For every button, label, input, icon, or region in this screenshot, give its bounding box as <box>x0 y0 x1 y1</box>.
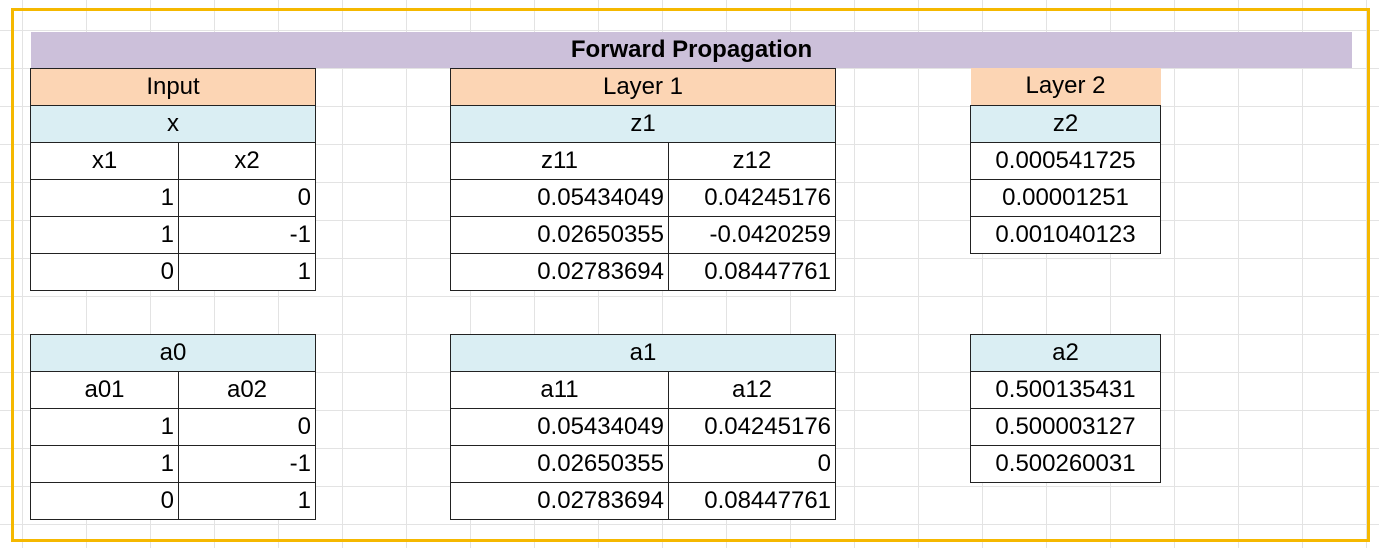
page-title-text: Forward Propagation <box>570 36 813 63</box>
a1-cell[interactable]: 0.02650355 <box>450 445 669 483</box>
input-header[interactable]: Input <box>29 68 317 106</box>
z2-cell[interactable]: 0.000541725 <box>970 141 1161 180</box>
z11-col-header[interactable]: z11 <box>450 142 669 180</box>
a1-label[interactable]: a1 <box>449 334 837 372</box>
x-cell[interactable]: -1 <box>177 216 317 254</box>
z1-cell[interactable]: 0.02783694 <box>450 253 669 291</box>
table-row: 0 1 <box>30 253 317 291</box>
input-x-table: Input x x1 x2 1 0 1 -1 0 1 <box>29 68 317 291</box>
table-row: 1 0 <box>30 408 317 446</box>
a2-cell[interactable]: 0.500260031 <box>970 445 1161 483</box>
table-row: 0.02650355 0 <box>450 445 837 483</box>
x-cell[interactable]: 0 <box>30 253 179 291</box>
a0-label[interactable]: a0 <box>29 334 317 372</box>
z2-label[interactable]: z2 <box>970 104 1161 143</box>
a0-cell[interactable]: 1 <box>30 408 179 446</box>
layer1-z1-table: Layer 1 z1 z11 z12 0.05434049 0.04245176… <box>450 68 836 291</box>
x2-col-header[interactable]: x2 <box>177 142 317 180</box>
table-row: 1 0 <box>30 179 317 217</box>
a01-col-header[interactable]: a01 <box>30 371 179 409</box>
x-cell[interactable]: 1 <box>30 216 179 254</box>
a1-cell[interactable]: 0.02783694 <box>450 482 669 520</box>
table-row: 0.02783694 0.08447761 <box>450 253 836 291</box>
a0-cell[interactable]: 1 <box>30 445 179 483</box>
a0-cell[interactable]: -1 <box>177 445 317 483</box>
table-row: 0.001040123 <box>970 215 1161 254</box>
table-row: 1 -1 <box>30 216 317 254</box>
x-cell[interactable]: 1 <box>177 253 317 291</box>
a2-cell[interactable]: 0.500003127 <box>970 408 1161 446</box>
layer2-a2-table: a2 0.500135431 0.500003127 0.500260031 <box>970 334 1161 483</box>
table-row: 0 1 <box>30 482 317 520</box>
input-a0-table: a0 a01 a02 1 0 1 -1 0 1 <box>29 334 317 520</box>
x-cell[interactable]: 0 <box>177 179 317 217</box>
z1-label[interactable]: z1 <box>450 105 836 143</box>
a1-cell[interactable]: 0.05434049 <box>450 408 669 446</box>
table-row: 1 -1 <box>30 445 317 483</box>
a0-cell[interactable]: 1 <box>177 482 317 520</box>
z12-col-header[interactable]: z12 <box>668 142 836 180</box>
x1-col-header[interactable]: x1 <box>30 142 179 180</box>
z1-cell[interactable]: -0.0420259 <box>668 216 836 254</box>
table-row: 0.05434049 0.04245176 <box>450 408 837 446</box>
table-row: 0.500135431 <box>970 371 1161 409</box>
a11-col-header[interactable]: a11 <box>450 371 669 409</box>
z1-cell[interactable]: 0.05434049 <box>450 179 669 217</box>
a0-cell[interactable]: 0 <box>177 408 317 446</box>
a1-cell[interactable]: 0 <box>667 445 837 483</box>
z2-cell[interactable]: 0.00001251 <box>970 178 1161 217</box>
table-row: 0.500260031 <box>970 445 1161 483</box>
table-row: 0.000541725 <box>970 141 1161 180</box>
a1-cell[interactable]: 0.04245176 <box>667 408 837 446</box>
z1-cell[interactable]: 0.02650355 <box>450 216 669 254</box>
a0-cell[interactable]: 0 <box>30 482 179 520</box>
table-row: 0.02783694 0.08447761 <box>450 482 837 520</box>
table-row: 0.05434049 0.04245176 <box>450 179 836 217</box>
layer2-header[interactable]: Layer 2 <box>970 68 1161 106</box>
a2-label[interactable]: a2 <box>970 334 1161 372</box>
a02-col-header[interactable]: a02 <box>177 371 317 409</box>
table-row: 0.00001251 <box>970 178 1161 217</box>
a12-col-header[interactable]: a12 <box>667 371 837 409</box>
z2-cell[interactable]: 0.001040123 <box>970 215 1161 254</box>
table-row: 0.500003127 <box>970 408 1161 446</box>
table-row: 0.02650355 -0.0420259 <box>450 216 836 254</box>
layer1-a1-table: a1 a11 a12 0.05434049 0.04245176 0.02650… <box>449 334 837 520</box>
page-title: Forward Propagation <box>31 32 1352 68</box>
a1-cell[interactable]: 0.08447761 <box>667 482 837 520</box>
a2-cell[interactable]: 0.500135431 <box>970 371 1161 409</box>
layer2-z2-table: Layer 2 z2 0.000541725 0.00001251 0.0010… <box>970 68 1161 254</box>
layer1-header[interactable]: Layer 1 <box>450 68 836 106</box>
z1-cell[interactable]: 0.08447761 <box>668 253 836 291</box>
x-label[interactable]: x <box>29 105 317 143</box>
x-cell[interactable]: 1 <box>30 179 179 217</box>
z1-cell[interactable]: 0.04245176 <box>668 179 836 217</box>
